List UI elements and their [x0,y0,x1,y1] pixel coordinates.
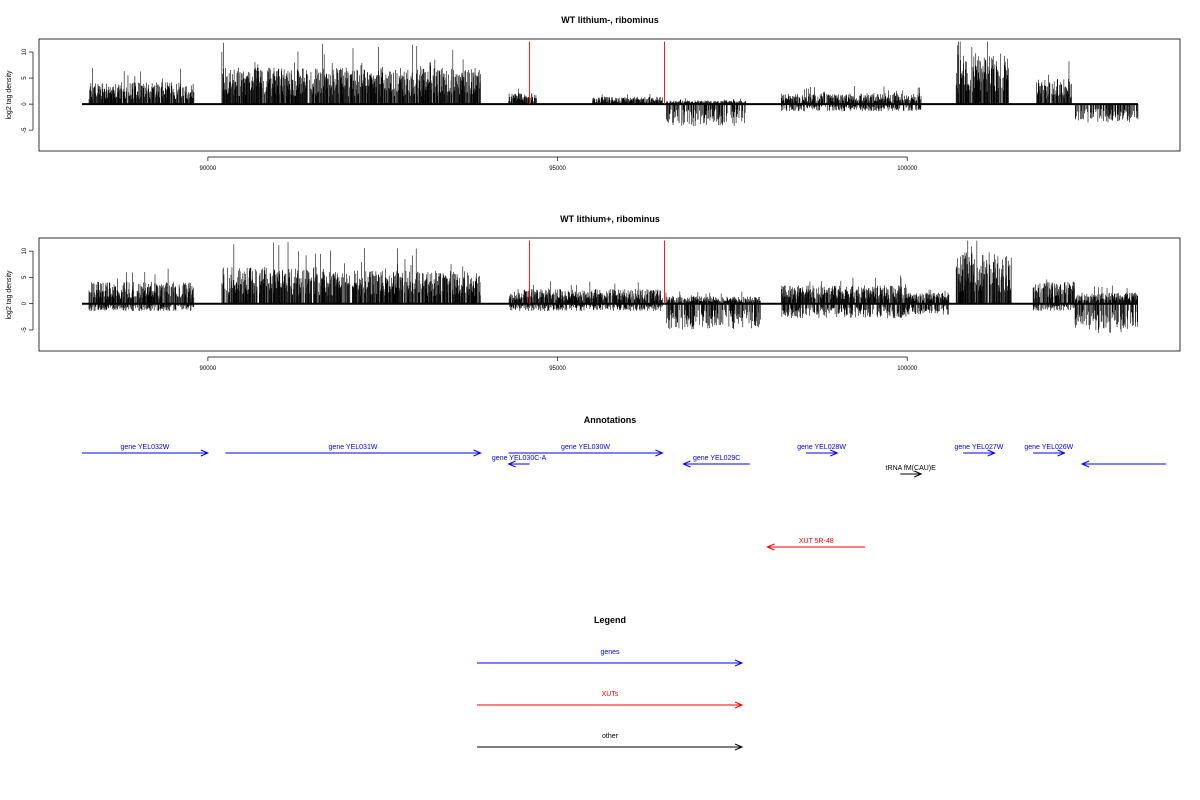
y-tick-label: 10 [22,48,28,55]
x-axis: 90000 95000 100000 [200,156,918,172]
marker-lines [529,41,665,105]
signal-bars [82,41,1139,126]
panel-title: WT lithium+, ribominus [560,214,660,224]
x-tick-label: 90000 [200,166,217,172]
track-panel-lithium-minus: WT lithium-, ribominus -5 0 5 10 90000 95000… [6,15,1181,172]
x-tick-label: 100000 [897,166,918,172]
plot-frame [38,237,1181,352]
y-axis-label: log2 tag density [6,70,13,120]
signal-bars [82,240,1138,334]
x-tick-label: 95000 [549,166,566,172]
y-tick-label: 5 [22,76,28,80]
y-tick-label: 0 [22,102,28,106]
plot-frame [38,38,1181,152]
y-tick-label: -5 [22,127,28,133]
panel-title: WT lithium-, ribominus [561,15,659,25]
y-axis: -5 0 5 10 [22,48,34,133]
